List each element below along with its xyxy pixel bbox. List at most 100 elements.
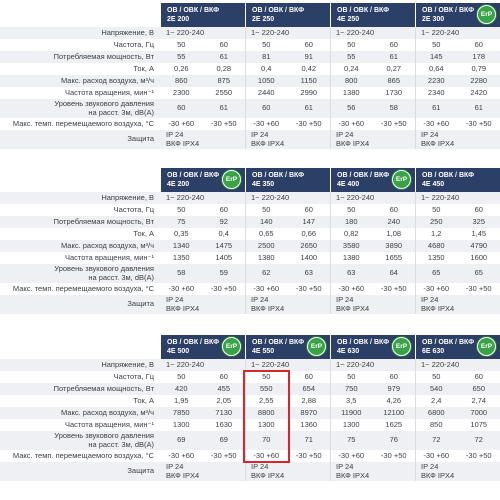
- series-name: ОВ / ОВК / ВКФ: [422, 7, 475, 14]
- value-cell: 1~ 220-240: [160, 192, 245, 204]
- value-text: 0,35: [173, 228, 189, 238]
- model-name: 4Е 500: [167, 348, 190, 355]
- value-cell: -30 +60: [245, 118, 288, 130]
- value-cell: 61: [203, 99, 246, 118]
- value-text: 875: [217, 75, 230, 85]
- value-text: ВКФ IPX4: [336, 303, 370, 313]
- value-cell: 92: [203, 216, 246, 228]
- value-text: 2,88: [301, 395, 317, 405]
- value-text: 2300: [172, 87, 190, 97]
- value-cell: 69: [160, 431, 203, 450]
- value-cell: 750: [330, 383, 373, 395]
- value-text: -30 +50: [380, 283, 407, 293]
- value-cell: 1075: [458, 419, 500, 431]
- value-text: 1,95: [173, 395, 189, 405]
- value-text: 1400: [300, 252, 318, 262]
- row-label: Частота вращения, мин⁻¹: [0, 252, 160, 264]
- value-text: ВКФ IPX4: [336, 138, 370, 148]
- value-cell: 180: [330, 216, 373, 228]
- model-name: 2Е 300: [422, 16, 445, 23]
- label-text: Частота, Гц: [113, 204, 154, 214]
- model-name: 4Е 630: [337, 348, 360, 355]
- value-cell: 0,26: [160, 63, 203, 75]
- value-cell: 50: [160, 39, 203, 51]
- value-text: 8800: [257, 407, 275, 417]
- label-text: Частота, Гц: [113, 371, 154, 381]
- label-text: Частота вращения, мин⁻¹: [65, 252, 154, 262]
- row-bg: [0, 462, 500, 481]
- value-text: ВКФ IPX4: [421, 470, 455, 480]
- value-cell: 800: [330, 75, 373, 87]
- value-text: 56: [347, 103, 356, 113]
- model-header: ОВ / ОВК / ВКФ 4Е 400 ErP: [330, 168, 415, 192]
- model-name: 4Е 200: [167, 181, 190, 188]
- row-bg: [0, 228, 500, 240]
- value-text: 240: [387, 216, 400, 226]
- row-bg: [0, 252, 500, 264]
- value-text: 65: [432, 268, 441, 278]
- value-text: 1300: [172, 419, 190, 429]
- value-cell: 50: [415, 204, 458, 216]
- value-text: 7130: [215, 407, 233, 417]
- value-text: 3890: [385, 240, 403, 250]
- value-text: 11900: [341, 407, 362, 417]
- badge-text: ErP: [480, 11, 493, 18]
- value-cell: 250: [415, 216, 458, 228]
- row-label: Макс. расход воздуха, м³/ч: [0, 407, 160, 419]
- series-name: ОВ / ОВК / ВКФ: [337, 7, 390, 14]
- model-name: 2Е 200: [167, 16, 190, 23]
- value-text: 61: [389, 51, 398, 61]
- value-cell: 72: [458, 431, 500, 450]
- value-cell: 2990: [288, 87, 331, 99]
- value-text: -30 +50: [210, 450, 237, 460]
- row-bg: [0, 27, 500, 39]
- value-text: 50: [347, 204, 356, 214]
- series-name: ОВ / ОВК / ВКФ: [422, 172, 475, 179]
- value-text: 7850: [172, 407, 190, 417]
- value-cell: 1,08: [373, 228, 416, 240]
- value-text: -30 +50: [465, 118, 492, 128]
- value-cell: 81: [245, 51, 288, 63]
- model-name: 4Е 250: [337, 16, 360, 23]
- value-text: 1380: [342, 87, 360, 97]
- row-bg: [0, 39, 500, 51]
- row-label: Макс. расход воздуха, м³/ч: [0, 75, 160, 87]
- value-cell: 60: [203, 371, 246, 383]
- value-cell: -30 +50: [288, 283, 331, 295]
- value-cell: 1600: [458, 252, 500, 264]
- value-text: 2650: [300, 240, 318, 250]
- model-header: ОВ / ОВК / ВКФ 4Е 450: [415, 168, 500, 192]
- model-header: ОВ / ОВК / ВКФ 2Е 250: [245, 3, 330, 27]
- row-label: Защита: [0, 295, 160, 314]
- row-label: Частота, Гц: [0, 371, 160, 383]
- value-cell: 72: [415, 431, 458, 450]
- badge-text: ErP: [480, 343, 493, 350]
- value-cell: 63: [330, 264, 373, 283]
- series-name: ОВ / ОВК / ВКФ: [167, 172, 220, 179]
- value-cell: 7850: [160, 407, 203, 419]
- value-text: 6800: [427, 407, 445, 417]
- model-name: 4Е 550: [252, 348, 275, 355]
- value-text: -30 +50: [210, 283, 237, 293]
- value-text: 60: [389, 371, 398, 381]
- value-cell: 11900: [330, 407, 373, 419]
- value-cell: 65: [458, 264, 500, 283]
- value-cell: 12100: [373, 407, 416, 419]
- value-text: 750: [344, 383, 358, 393]
- model-header: ОВ / ОВК / ВКФ 4Е 500 ErP: [160, 335, 245, 359]
- erp-badge: ErP: [477, 337, 496, 356]
- model-name: 6Е 630: [422, 348, 445, 355]
- label-text: Уровень звукового давления: [54, 99, 154, 108]
- value-cell: 50: [160, 371, 203, 383]
- value-text: ВКФ IPX4: [251, 303, 285, 313]
- row-label: Макс. темп. перемещаемого воздуха, °С: [0, 450, 160, 462]
- value-cell: 875: [203, 75, 246, 87]
- value-cell: 865: [373, 75, 416, 87]
- value-text: -30 +60: [253, 283, 280, 293]
- value-cell: 2340: [415, 87, 458, 99]
- value-cell: 0,4: [203, 228, 246, 240]
- value-text: ВКФ IPX4: [166, 138, 200, 148]
- row-bg: [0, 371, 500, 383]
- value-cell: -30 +60: [160, 283, 203, 295]
- value-cell: 2,55: [245, 395, 288, 407]
